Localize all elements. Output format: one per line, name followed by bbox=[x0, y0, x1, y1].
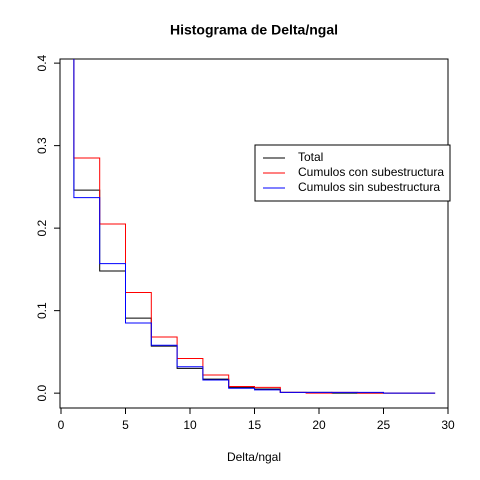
x-tick-label: 25 bbox=[377, 418, 391, 432]
x-axis-label: Delta/ngal bbox=[227, 450, 281, 464]
x-tick-label: 5 bbox=[122, 418, 129, 432]
chart-title: Histograma de Delta/ngal bbox=[170, 22, 338, 38]
y-tick-label: 0.1 bbox=[35, 302, 49, 319]
legend-box bbox=[254, 144, 451, 202]
step-line bbox=[73, 59, 436, 394]
y-tick-label: 0.2 bbox=[35, 219, 49, 236]
x-tick-label: 15 bbox=[248, 418, 262, 432]
plot-frame bbox=[59, 58, 449, 409]
y-tick-label: 0.4 bbox=[35, 54, 49, 71]
legend-label: Total bbox=[298, 150, 323, 164]
legend-label: Cumulos con subestructura bbox=[298, 165, 444, 179]
y-tick-label: 0.3 bbox=[35, 137, 49, 154]
x-tick-label: 30 bbox=[441, 418, 455, 432]
legend-label: Cumulos sin subestructura bbox=[298, 180, 440, 194]
y-tick-label: 0.0 bbox=[35, 384, 49, 401]
x-tick-label: 0 bbox=[58, 418, 65, 432]
step-line bbox=[73, 59, 436, 394]
step-line bbox=[73, 59, 436, 394]
x-tick-label: 20 bbox=[312, 418, 326, 432]
x-tick-label: 10 bbox=[183, 418, 197, 432]
